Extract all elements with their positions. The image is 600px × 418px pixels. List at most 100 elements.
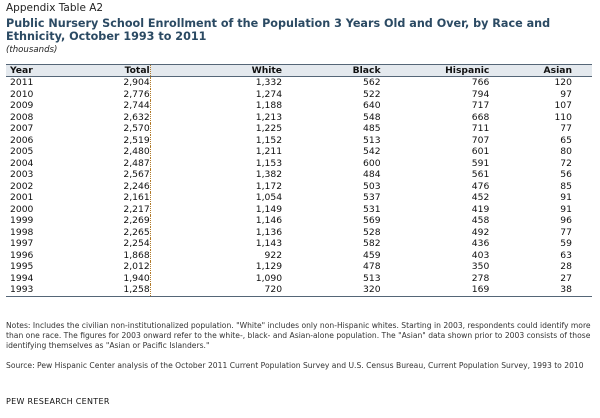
cell-total: 2,161	[123, 192, 150, 203]
cell-white: 1,153	[255, 157, 283, 169]
cell-black: 600	[363, 157, 381, 169]
cell-white: 1,136	[255, 226, 283, 238]
cell-white: 1,188	[255, 100, 283, 111]
cell-asian: 96	[560, 215, 572, 226]
cell-total: 2,904	[123, 77, 150, 88]
cell-asian: 27	[560, 272, 572, 284]
cell-white: 1,172	[255, 180, 283, 192]
cell-white: 1,211	[255, 146, 283, 157]
table-row: 1993 1,258 720 320 169 38	[6, 284, 592, 297]
cell-black: 582	[363, 238, 381, 249]
cell-asian: 63	[560, 249, 572, 261]
table-gap-cell	[149, 192, 213, 204]
header-hispanic: Hispanic	[445, 65, 490, 76]
cell-year: 1998	[10, 226, 34, 238]
cell-asian: 77	[560, 123, 572, 134]
header-white: White	[251, 65, 283, 76]
cell-year: 2002	[10, 180, 34, 192]
cell-year: 2007	[10, 123, 34, 134]
table-gap-cell	[149, 88, 213, 100]
table-gap-cell	[149, 249, 213, 261]
cell-white: 1,143	[255, 238, 283, 249]
cell-asian: 59	[560, 238, 572, 249]
cell-hispanic: 350	[471, 261, 490, 272]
cell-black: 522	[363, 88, 381, 100]
table-gap-cell	[149, 111, 213, 123]
cell-asian: 110	[554, 111, 572, 123]
cell-year: 1997	[10, 238, 34, 249]
cell-asian: 97	[560, 88, 572, 100]
cell-total: 2,246	[123, 180, 150, 192]
table-row: 2003 2,567 1,382 484 561 56	[6, 169, 592, 181]
cell-asian: 85	[560, 180, 572, 192]
footer-brand: PEW RESEARCH CENTER	[6, 397, 110, 406]
cell-total: 2,567	[123, 169, 150, 180]
cell-white: 1,129	[255, 261, 283, 272]
table-row: 1995 2,012 1,129 478 350 28	[6, 261, 592, 273]
cell-hispanic: 492	[471, 226, 490, 238]
cell-total: 2,012	[123, 261, 150, 272]
cell-hispanic: 591	[471, 157, 490, 169]
cell-total: 1,258	[63, 284, 151, 297]
cell-year: 1994	[10, 272, 34, 284]
header-year: Year	[10, 65, 33, 76]
cell-total: 2,254	[123, 238, 150, 249]
table-row: 2005 2,480 1,211 542 601 80	[6, 146, 592, 158]
cell-white: 1,225	[255, 123, 283, 134]
table-gap-cell	[149, 215, 213, 227]
table-row: 2007 2,570 1,225 485 711 77	[6, 123, 592, 135]
cell-black: 513	[363, 272, 381, 284]
cell-asian: 91	[560, 203, 572, 215]
table-gap-cell	[149, 272, 213, 284]
cell-black: 528	[363, 226, 381, 238]
cell-asian: 107	[554, 100, 572, 111]
cell-hispanic: 419	[471, 203, 490, 215]
cell-asian: 91	[560, 192, 572, 203]
cell-black: 478	[363, 261, 381, 272]
cell-asian: 65	[560, 134, 572, 146]
cell-asian: 56	[560, 169, 572, 180]
cell-hispanic: 707	[471, 134, 490, 146]
appendix-label: Appendix Table A2	[6, 2, 104, 14]
table-gap-cell	[149, 180, 213, 192]
cell-black: 485	[363, 123, 381, 134]
cell-asian: 120	[554, 77, 572, 88]
table-gap-cell	[149, 123, 213, 135]
cell-black: 548	[363, 111, 381, 123]
cell-year: 1995	[10, 261, 34, 272]
cell-hispanic: 668	[471, 111, 490, 123]
table-row: 2008 2,632 1,213 548 668 110	[6, 111, 592, 123]
table-row: 1994 1,940 1,090 513 278 27	[6, 272, 592, 284]
cell-black: 503	[363, 180, 381, 192]
table-gap-cell	[149, 284, 213, 297]
table-row: 1998 2,265 1,136 528 492 77	[6, 226, 592, 238]
cell-total: 1,940	[123, 272, 150, 284]
cell-year: 2005	[10, 146, 34, 157]
header-total: Total	[124, 65, 150, 76]
cell-hispanic: 711	[471, 123, 490, 134]
cell-year: 1993	[6, 284, 64, 297]
cell-total: 2,519	[123, 134, 150, 146]
cell-total: 2,265	[123, 226, 150, 238]
cell-hispanic: 561	[471, 169, 490, 180]
cell-hispanic: 169	[380, 284, 490, 297]
cell-asian: 80	[560, 146, 572, 157]
cell-hispanic: 403	[471, 249, 490, 261]
cell-black: 459	[363, 249, 381, 261]
table-gap-cell	[149, 169, 213, 181]
cell-hispanic: 458	[471, 215, 490, 226]
header-black: Black	[352, 65, 381, 76]
table-gap-cell	[149, 76, 213, 89]
table-row: 2011 2,904 1,332 562 766 120	[6, 76, 592, 89]
table-gap-cell	[149, 157, 213, 169]
cell-asian: 72	[560, 157, 572, 169]
cell-total: 2,269	[123, 215, 150, 226]
table-gap-cell	[149, 100, 213, 112]
cell-year: 1996	[10, 249, 34, 261]
table-notes: Notes: Includes the civilian non-institu…	[6, 321, 591, 350]
table-row: 2002 2,246 1,172 503 476 85	[6, 180, 592, 192]
cell-white: 1,213	[255, 111, 283, 123]
document-page: Appendix Table A2 Public Nursery School …	[6, 0, 594, 418]
cell-hispanic: 717	[471, 100, 490, 111]
cell-hispanic: 766	[471, 77, 490, 88]
